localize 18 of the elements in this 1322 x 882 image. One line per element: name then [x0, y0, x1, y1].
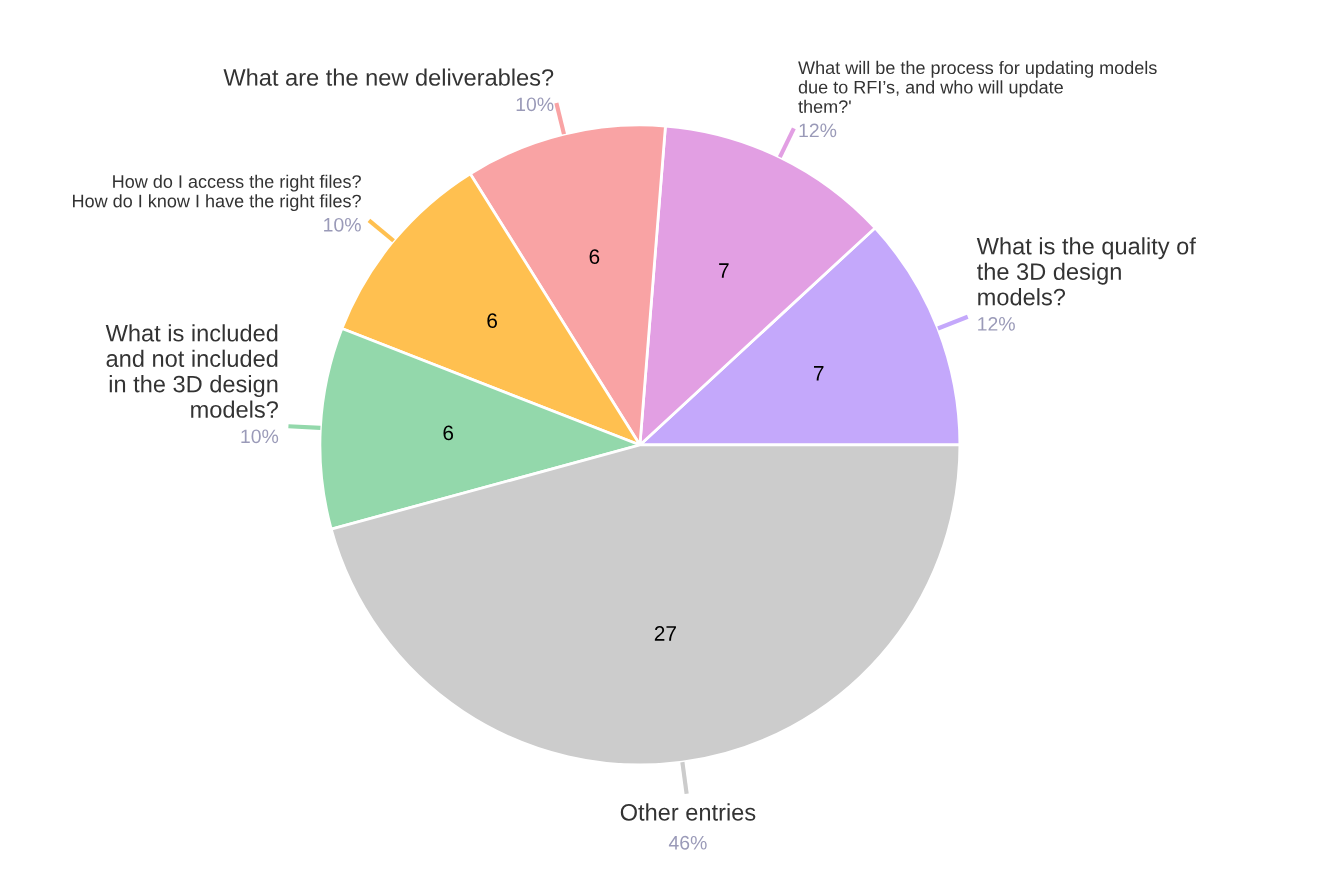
slice-label: Other entries — [620, 803, 756, 821]
data-label: 6 — [589, 249, 600, 265]
data-label: 6 — [443, 425, 454, 441]
slice-label: What is included and not included in the 3D design models? — [105, 324, 278, 418]
text: 10% — [516, 97, 554, 112]
text: 10% — [324, 217, 361, 232]
text: 12% — [799, 123, 837, 138]
slice-label: What is the quality of the 3D design models? — [976, 237, 1196, 306]
data-label: 7 — [814, 366, 824, 381]
text: 10% — [241, 429, 279, 444]
slice-label: What will be the process for updating models due to RFI’s, and who will update them?' — [798, 60, 1157, 114]
data-label: 6 — [487, 313, 497, 329]
slice-label: What are the new deliverables? — [223, 68, 554, 86]
slice-label: How do I access the right files? How do I know I have the right files? — [73, 174, 361, 211]
text: 12% — [978, 317, 1015, 331]
data-label: 27 — [654, 626, 676, 641]
text: 46% — [668, 835, 707, 850]
data-label: 7 — [719, 263, 729, 278]
